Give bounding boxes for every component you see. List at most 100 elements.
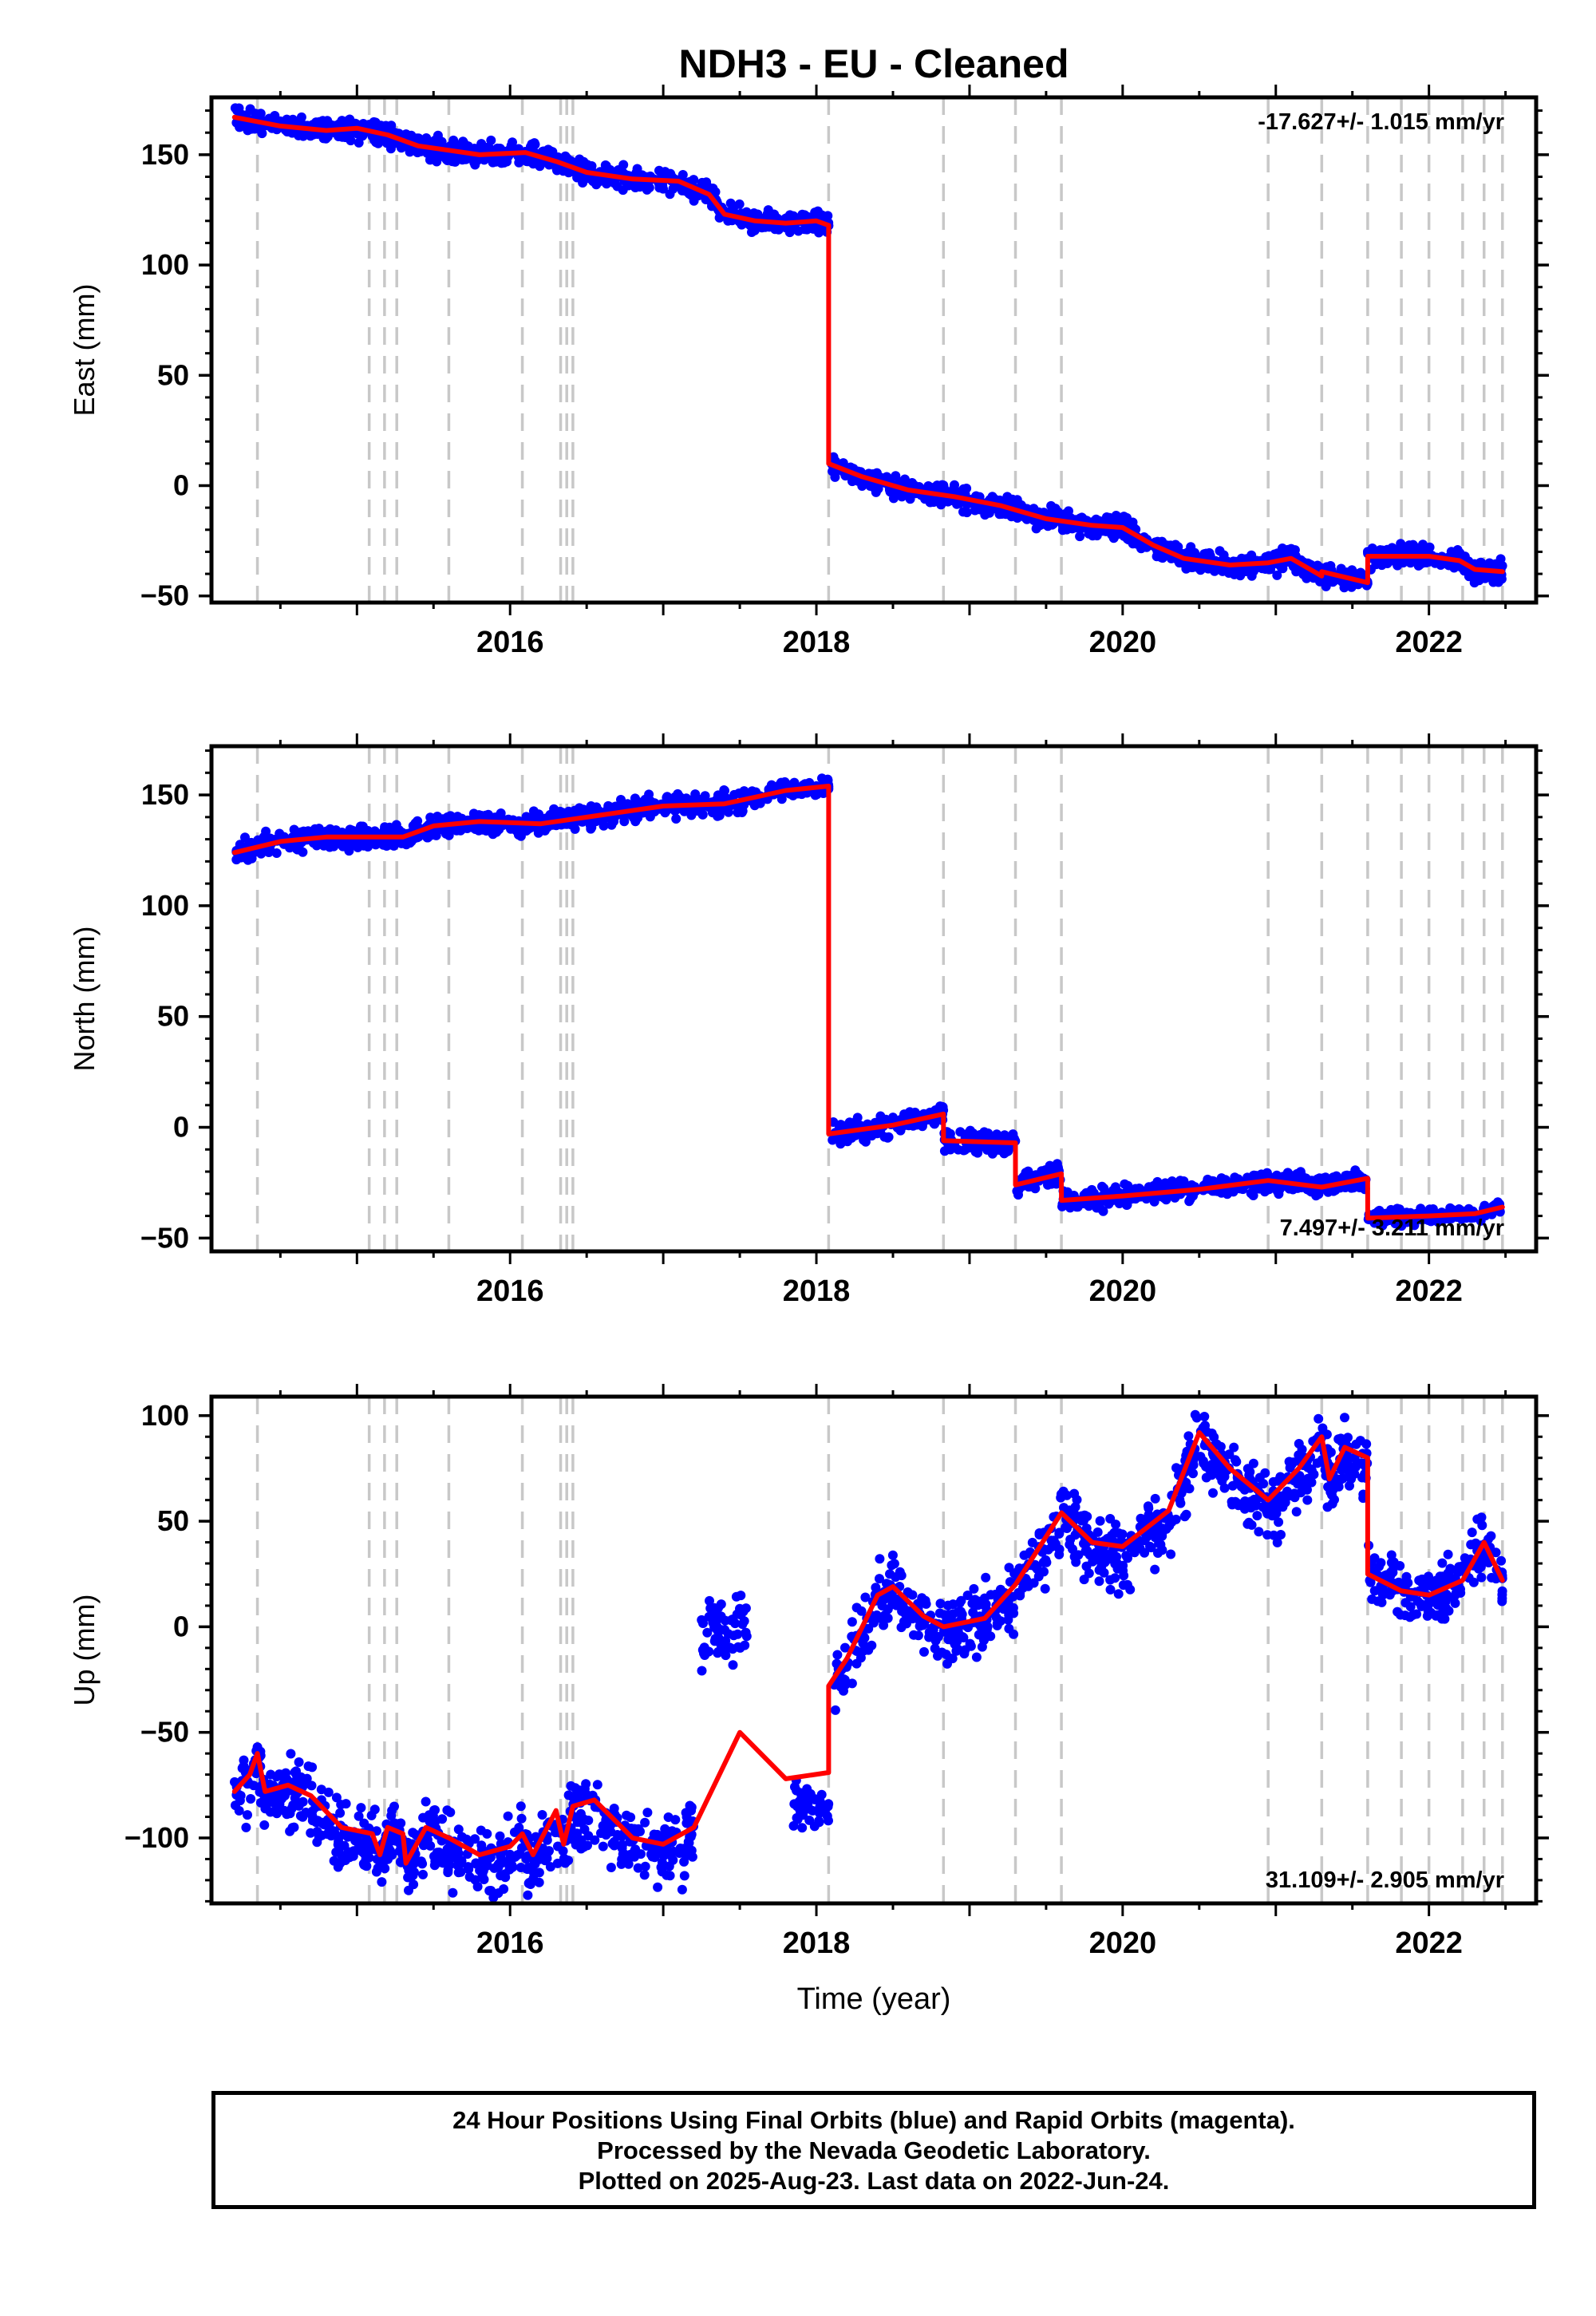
data-point [298, 847, 308, 857]
data-point [533, 824, 543, 835]
data-point [725, 198, 736, 208]
data-point [721, 1650, 731, 1661]
data-point [433, 134, 444, 144]
data-point [1274, 1184, 1285, 1195]
data-point [405, 838, 415, 848]
data-point [1156, 1180, 1167, 1190]
data-point [788, 211, 799, 221]
data-point [946, 1144, 955, 1155]
data-point [342, 843, 353, 852]
data-point [282, 1809, 292, 1820]
data-point [1084, 1201, 1094, 1211]
data-point [654, 183, 665, 193]
data-point [1150, 1493, 1160, 1504]
data-point [705, 1595, 714, 1606]
data-point [607, 1839, 618, 1849]
data-point [231, 1800, 240, 1811]
data-point [1274, 1517, 1284, 1528]
data-point [618, 1840, 627, 1850]
data-point [482, 1828, 492, 1839]
north-y-axis-label: North (mm) [68, 927, 101, 1072]
data-point [517, 1843, 527, 1853]
data-point [1091, 514, 1101, 524]
data-point [256, 124, 267, 134]
plot-frame [209, 95, 1539, 605]
data-point [472, 1882, 483, 1891]
data-point [713, 1626, 723, 1636]
y-tick-label: 100 [141, 889, 189, 922]
data-point [685, 188, 695, 199]
data-point [701, 177, 712, 188]
data-point [1483, 560, 1494, 571]
data-point [244, 838, 254, 848]
data-point [312, 1837, 322, 1848]
data-point [674, 792, 685, 803]
data-point [663, 1812, 674, 1822]
data-point [1098, 1206, 1108, 1216]
data-point [296, 112, 306, 122]
data-point [606, 1863, 616, 1872]
data-point [883, 1613, 893, 1623]
data-point [282, 114, 292, 124]
data-point [348, 1851, 358, 1861]
data-point [530, 1859, 540, 1869]
data-point [486, 135, 496, 145]
data-point [313, 1816, 323, 1826]
data-point [749, 800, 760, 811]
y-tick-label: 0 [173, 1111, 189, 1144]
data-point [733, 1642, 743, 1652]
data-point [488, 1892, 499, 1903]
data-point [681, 1812, 692, 1822]
data-point [823, 1801, 833, 1812]
data-point [735, 1603, 745, 1614]
x-tick-label: 2020 [1089, 1275, 1157, 1308]
data-point [623, 1859, 634, 1869]
data-point [323, 1787, 334, 1797]
data-point [1208, 1488, 1218, 1498]
data-point [255, 109, 266, 119]
data-point [583, 1831, 594, 1841]
data-point [1095, 1516, 1105, 1526]
x-tick-label: 2020 [1089, 626, 1157, 659]
data-point [729, 789, 740, 800]
data-point [514, 1823, 524, 1832]
data-point [382, 1852, 392, 1863]
data-point [542, 1835, 552, 1845]
data-point [812, 206, 823, 216]
data-point [259, 1820, 270, 1830]
data-point [808, 1805, 818, 1816]
data-point [1329, 1174, 1340, 1184]
data-point [373, 1863, 383, 1873]
data-point [354, 1840, 364, 1851]
data-point [513, 830, 523, 840]
data-point [391, 1836, 401, 1846]
data-point [530, 140, 540, 149]
data-point [448, 1887, 458, 1898]
data-point [302, 1773, 312, 1784]
data-point [717, 1642, 727, 1653]
data-point [489, 828, 500, 838]
data-point [496, 1871, 506, 1881]
data-point [863, 1645, 874, 1655]
data-point [437, 1848, 448, 1859]
data-point [495, 1831, 505, 1841]
figure-title: NDH3 - EU - Cleaned [679, 41, 1069, 86]
data-point [1199, 1412, 1210, 1421]
data-point [1090, 526, 1100, 536]
data-point [1064, 506, 1073, 516]
data-point [1231, 1456, 1242, 1467]
data-point [245, 104, 255, 114]
data-point [875, 1111, 886, 1121]
data-point [630, 1852, 639, 1862]
data-point [285, 1826, 295, 1836]
data-point [1405, 558, 1416, 568]
data-point [965, 1638, 975, 1649]
data-point [1223, 568, 1234, 578]
data-point [537, 158, 547, 168]
data-point [733, 808, 743, 818]
data-point [662, 1870, 672, 1880]
data-point [937, 480, 947, 490]
y-tick-label: −50 [140, 579, 189, 612]
data-point [668, 1855, 678, 1865]
